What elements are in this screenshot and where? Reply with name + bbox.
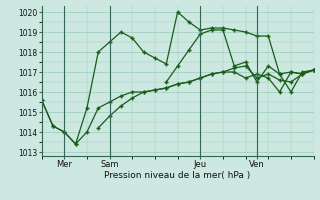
X-axis label: Pression niveau de la mer( hPa ): Pression niveau de la mer( hPa ) xyxy=(104,171,251,180)
